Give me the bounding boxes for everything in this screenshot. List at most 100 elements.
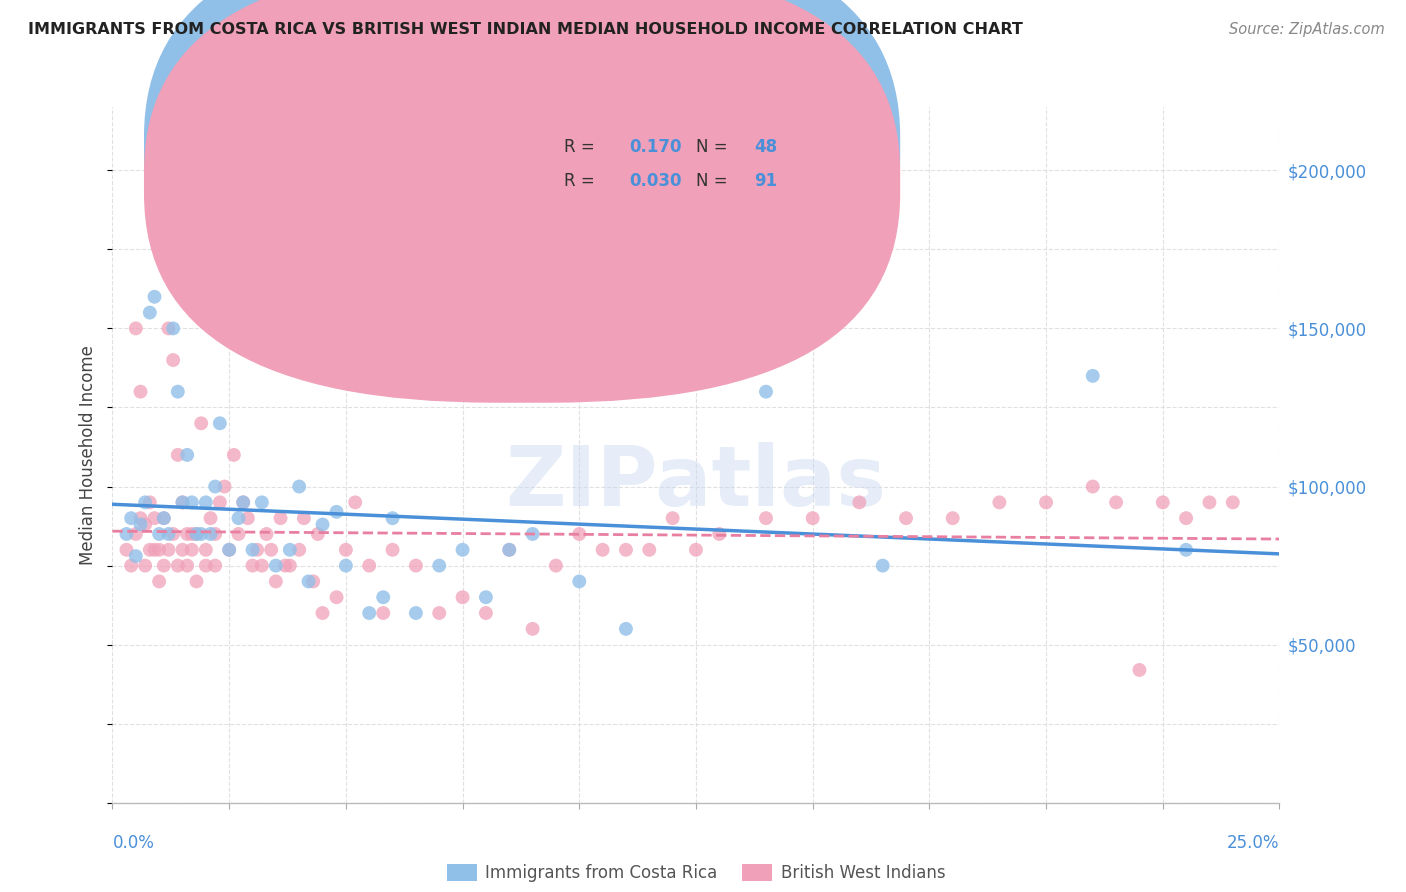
Point: [522, 622, 544, 636]
Point: [872, 558, 894, 573]
Point: [242, 558, 264, 573]
Point: [153, 511, 176, 525]
Point: [270, 511, 292, 525]
Point: [256, 527, 278, 541]
Point: [475, 606, 498, 620]
Point: [218, 542, 240, 557]
Point: [172, 495, 194, 509]
Point: [801, 511, 824, 525]
Point: [166, 448, 188, 462]
Point: [143, 542, 166, 557]
Point: [1081, 479, 1104, 493]
Point: [129, 511, 152, 525]
Point: [1175, 511, 1198, 525]
Text: IMMIGRANTS FROM COSTA RICA VS BRITISH WEST INDIAN MEDIAN HOUSEHOLD INCOME CORREL: IMMIGRANTS FROM COSTA RICA VS BRITISH WE…: [28, 22, 1024, 37]
Point: [942, 511, 965, 525]
FancyBboxPatch shape: [143, 0, 900, 403]
Point: [405, 558, 427, 573]
Point: [172, 495, 194, 509]
Point: [250, 558, 273, 573]
Point: [208, 495, 231, 509]
Point: [143, 290, 166, 304]
Point: [139, 305, 162, 319]
Point: [661, 511, 683, 525]
Point: [359, 606, 381, 620]
Point: [180, 542, 202, 557]
Point: [1128, 663, 1150, 677]
Point: [228, 511, 250, 525]
Point: [373, 606, 395, 620]
Point: [325, 505, 347, 519]
Point: [125, 527, 148, 541]
Point: [157, 527, 180, 541]
Point: [755, 511, 778, 525]
Point: [568, 527, 591, 541]
Point: [236, 511, 259, 525]
Point: [568, 574, 591, 589]
Point: [311, 517, 333, 532]
Point: [614, 622, 637, 636]
Point: [544, 558, 567, 573]
Point: [427, 606, 450, 620]
Point: [522, 527, 544, 541]
Point: [359, 558, 381, 573]
Point: [134, 517, 156, 532]
Point: [190, 417, 212, 431]
Point: [148, 574, 170, 589]
Point: [208, 417, 231, 431]
Point: [297, 574, 319, 589]
Point: [274, 558, 297, 573]
Point: [325, 591, 347, 605]
Text: R =: R =: [564, 172, 600, 191]
Point: [157, 542, 180, 557]
Point: [115, 542, 138, 557]
Text: Source: ZipAtlas.com: Source: ZipAtlas.com: [1229, 22, 1385, 37]
Text: 25.0%: 25.0%: [1227, 834, 1279, 852]
Point: [214, 479, 236, 493]
Point: [166, 558, 188, 573]
Point: [848, 495, 870, 509]
Point: [498, 542, 520, 557]
Point: [134, 558, 156, 573]
FancyBboxPatch shape: [143, 0, 900, 368]
Point: [129, 517, 152, 532]
Point: [186, 527, 208, 541]
Point: [194, 495, 217, 509]
Point: [180, 495, 202, 509]
Point: [125, 549, 148, 563]
Point: [176, 527, 198, 541]
Point: [139, 495, 162, 509]
Point: [614, 542, 637, 557]
Point: [232, 495, 254, 509]
Point: [264, 574, 287, 589]
Point: [153, 511, 176, 525]
Point: [592, 542, 614, 557]
Point: [153, 558, 176, 573]
Point: [260, 542, 283, 557]
Point: [1105, 495, 1128, 509]
Point: [143, 511, 166, 525]
Y-axis label: Median Household Income: Median Household Income: [79, 345, 97, 565]
Point: [1152, 495, 1174, 509]
Point: [427, 558, 450, 573]
Point: [148, 542, 170, 557]
Point: [894, 511, 917, 525]
Point: [232, 495, 254, 509]
Point: [148, 527, 170, 541]
Point: [166, 384, 188, 399]
Point: [1035, 495, 1057, 509]
Point: [1198, 495, 1220, 509]
Point: [200, 527, 222, 541]
Text: R =: R =: [564, 137, 600, 156]
Text: 0.170: 0.170: [630, 137, 682, 156]
Text: N =: N =: [696, 137, 733, 156]
Point: [288, 542, 311, 557]
Point: [685, 542, 707, 557]
Point: [278, 558, 301, 573]
Point: [242, 542, 264, 557]
Point: [1081, 368, 1104, 383]
Point: [172, 542, 194, 557]
Text: N =: N =: [696, 172, 733, 191]
Point: [125, 321, 148, 335]
Point: [709, 527, 731, 541]
